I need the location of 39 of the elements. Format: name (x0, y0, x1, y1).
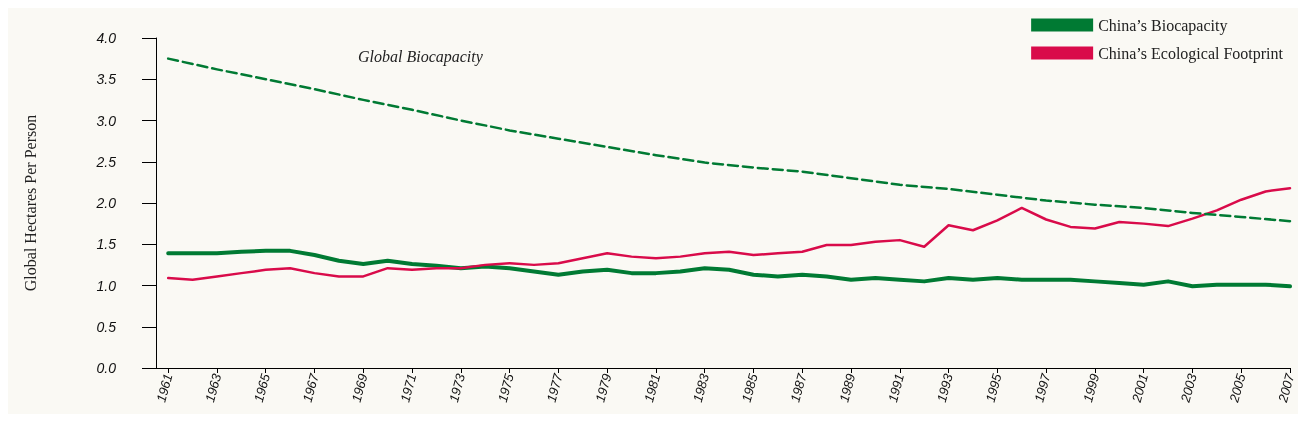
y-tick-label: 1.5 (96, 236, 117, 253)
x-tick-label: 1987 (787, 371, 810, 404)
y-tick-label: 3.0 (96, 112, 117, 129)
x-tick-label: 1967 (299, 371, 322, 404)
x-tick-label: 1963 (202, 371, 225, 404)
x-tick-label: 1999 (1080, 372, 1103, 404)
x-tick-label: 2001 (1128, 372, 1151, 405)
x-tick-label: 1991 (885, 372, 908, 404)
x-tick-label: 1961 (153, 372, 176, 404)
x-tick-label: 1995 (982, 371, 1005, 404)
x-tick-label: 1975 (494, 371, 518, 404)
x-tick-label: 1981 (641, 372, 664, 404)
line-series (166, 248, 1292, 289)
x-tick-label: 1977 (543, 371, 566, 404)
x-tick-label: 2003 (1177, 371, 1200, 405)
y-tick-label: 0.0 (96, 360, 117, 376)
x-tick-label: 1997 (1031, 371, 1054, 404)
annotation: Global Biocapacity (358, 47, 484, 66)
x-tick-label: 1979 (592, 372, 615, 404)
y-axis-title: Global Hectares Per Person (21, 114, 39, 292)
x-tick-label: 1993 (933, 371, 957, 404)
line-series (166, 186, 1292, 281)
x-tick-label: 1971 (397, 372, 420, 404)
y-tick-label: 0.5 (96, 318, 117, 335)
legend-label: China’s Biocapacity (1098, 16, 1228, 35)
y-tick-label: 4.0 (96, 30, 117, 46)
y-tick-label: 2.5 (95, 153, 117, 170)
x-tick-label: 2007 (1275, 371, 1298, 405)
y-tick-label: 1.0 (96, 277, 117, 294)
x-tick-label: 1989 (836, 372, 859, 404)
x-tick-label: 1985 (738, 371, 761, 404)
legend-label: China’s Ecological Footprint (1098, 44, 1284, 63)
x-tick-label: 1973 (446, 371, 469, 404)
y-tick-label: 2.0 (95, 195, 117, 211)
x-tick-label: 1969 (348, 372, 371, 404)
x-tick-label: 2005 (1226, 371, 1249, 405)
y-tick-label: 3.5 (96, 71, 117, 88)
x-tick-label: 1983 (689, 371, 713, 404)
x-tick-label: 1965 (251, 371, 274, 404)
